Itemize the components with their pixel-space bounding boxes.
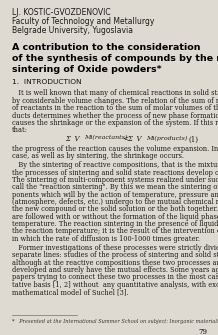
Text: Presented at the International Summer School on subject: Inorganic materials (He: Presented at the International Summer Sc…	[16, 319, 218, 324]
Text: LJ. KOSTIC-GVOZDENOVIC: LJ. KOSTIC-GVOZDENOVIC	[12, 8, 111, 17]
Text: Faculty of Technology and Metallurgy: Faculty of Technology and Metallurgy	[12, 17, 154, 26]
Text: ponents which will by the action of temperature, pressure and other parameters: ponents which will by the action of temp…	[12, 191, 218, 199]
Text: of the synthesis of compounds by the reaction: of the synthesis of compounds by the rea…	[12, 54, 218, 63]
Text: although at the reactive compositions these two processes are simultaneously: although at the reactive compositions th…	[12, 259, 218, 267]
Text: the processes of sintering and solid state reactions develop contemporary.: the processes of sintering and solid sta…	[12, 169, 218, 177]
Text: by considerable volume changes. The relation of the sum of molar volumes: by considerable volume changes. The rela…	[12, 97, 218, 105]
Text: Belgrade University, Yugoslavia: Belgrade University, Yugoslavia	[12, 26, 133, 35]
Text: Σ  V: Σ V	[65, 135, 80, 143]
Text: mathematical model of Suchel [3].: mathematical model of Suchel [3].	[12, 288, 129, 296]
Text: The sintering of multi-component systems realized under such conditions we: The sintering of multi-component systems…	[12, 176, 218, 184]
Text: Mi(products): Mi(products)	[146, 135, 187, 141]
Text: developed and surely have the mutual effects. Some years ago appeared the: developed and surely have the mutual eff…	[12, 266, 218, 274]
Text: (1): (1)	[188, 135, 198, 143]
Text: the progress of the reaction causes the volume expansion. In the opposite: the progress of the reaction causes the …	[12, 145, 218, 153]
Text: By the sintering of reactive compositions, that is the mixture of reactants,: By the sintering of reactive composition…	[12, 161, 218, 169]
Text: ducts determines whether the process of new phase formation by the reaction: ducts determines whether the process of …	[12, 112, 218, 120]
Text: causes the shrinkage or the expansion of the system. If this relation is such: causes the shrinkage or the expansion of…	[12, 119, 218, 127]
Text: Σ  V: Σ V	[128, 135, 142, 143]
Text: separate lines: studies of the process of sintering and solid state reactions,: separate lines: studies of the process o…	[12, 251, 218, 259]
Text: case, as well as by sintering, the shrinkage occurs.: case, as well as by sintering, the shrin…	[12, 152, 184, 160]
Text: call the "reaction sintering". By this we mean the sintering of reactive com-: call the "reaction sintering". By this w…	[12, 183, 218, 191]
Text: in which the rate of diffusion is 100-1000 times greater.: in which the rate of diffusion is 100-10…	[12, 235, 200, 243]
Text: the reaction temperature; it is the result of the intervention of the liquid pha: the reaction temperature; it is the resu…	[12, 227, 218, 236]
Text: It is well known that many of chemical reactions in solid state are followed: It is well known that many of chemical r…	[12, 89, 218, 97]
Text: tative basis [1, 2] without  any quantitative analysis, with exception of the: tative basis [1, 2] without any quantita…	[12, 281, 218, 289]
Text: papers trying to connect these two processes in the most cases on the quali-: papers trying to connect these two proce…	[12, 273, 218, 281]
Text: Mi(reactants): Mi(reactants)	[84, 135, 127, 140]
Text: that:: that:	[12, 126, 28, 134]
Text: (atmosphere, defects, etc.) undergo to the mutual chemical reaction giving: (atmosphere, defects, etc.) undergo to t…	[12, 198, 218, 206]
Text: *: *	[12, 319, 14, 324]
Text: of reactants in the reaction to the sum of molar volumes of the reaction pro-: of reactants in the reaction to the sum …	[12, 104, 218, 112]
Text: temperature. The reaction sintering in the presence of liquid phase decreases: temperature. The reaction sintering in t…	[12, 220, 218, 228]
Text: A contribution to the consideration: A contribution to the consideration	[12, 43, 201, 52]
Text: Former investigations of these processes were strictly divided on two: Former investigations of these processes…	[12, 244, 218, 252]
Text: are followed with or without the formation of the liquid phase on the sintering: are followed with or without the formati…	[12, 213, 218, 221]
Text: 79: 79	[198, 328, 207, 335]
Text: 1.  INTRODUCTION: 1. INTRODUCTION	[12, 79, 82, 85]
Text: the new compound or the solid solution or the both together. These processes: the new compound or the solid solution o…	[12, 205, 218, 213]
Text: <: <	[121, 135, 131, 143]
Text: sintering of Oxide powders*: sintering of Oxide powders*	[12, 65, 162, 74]
